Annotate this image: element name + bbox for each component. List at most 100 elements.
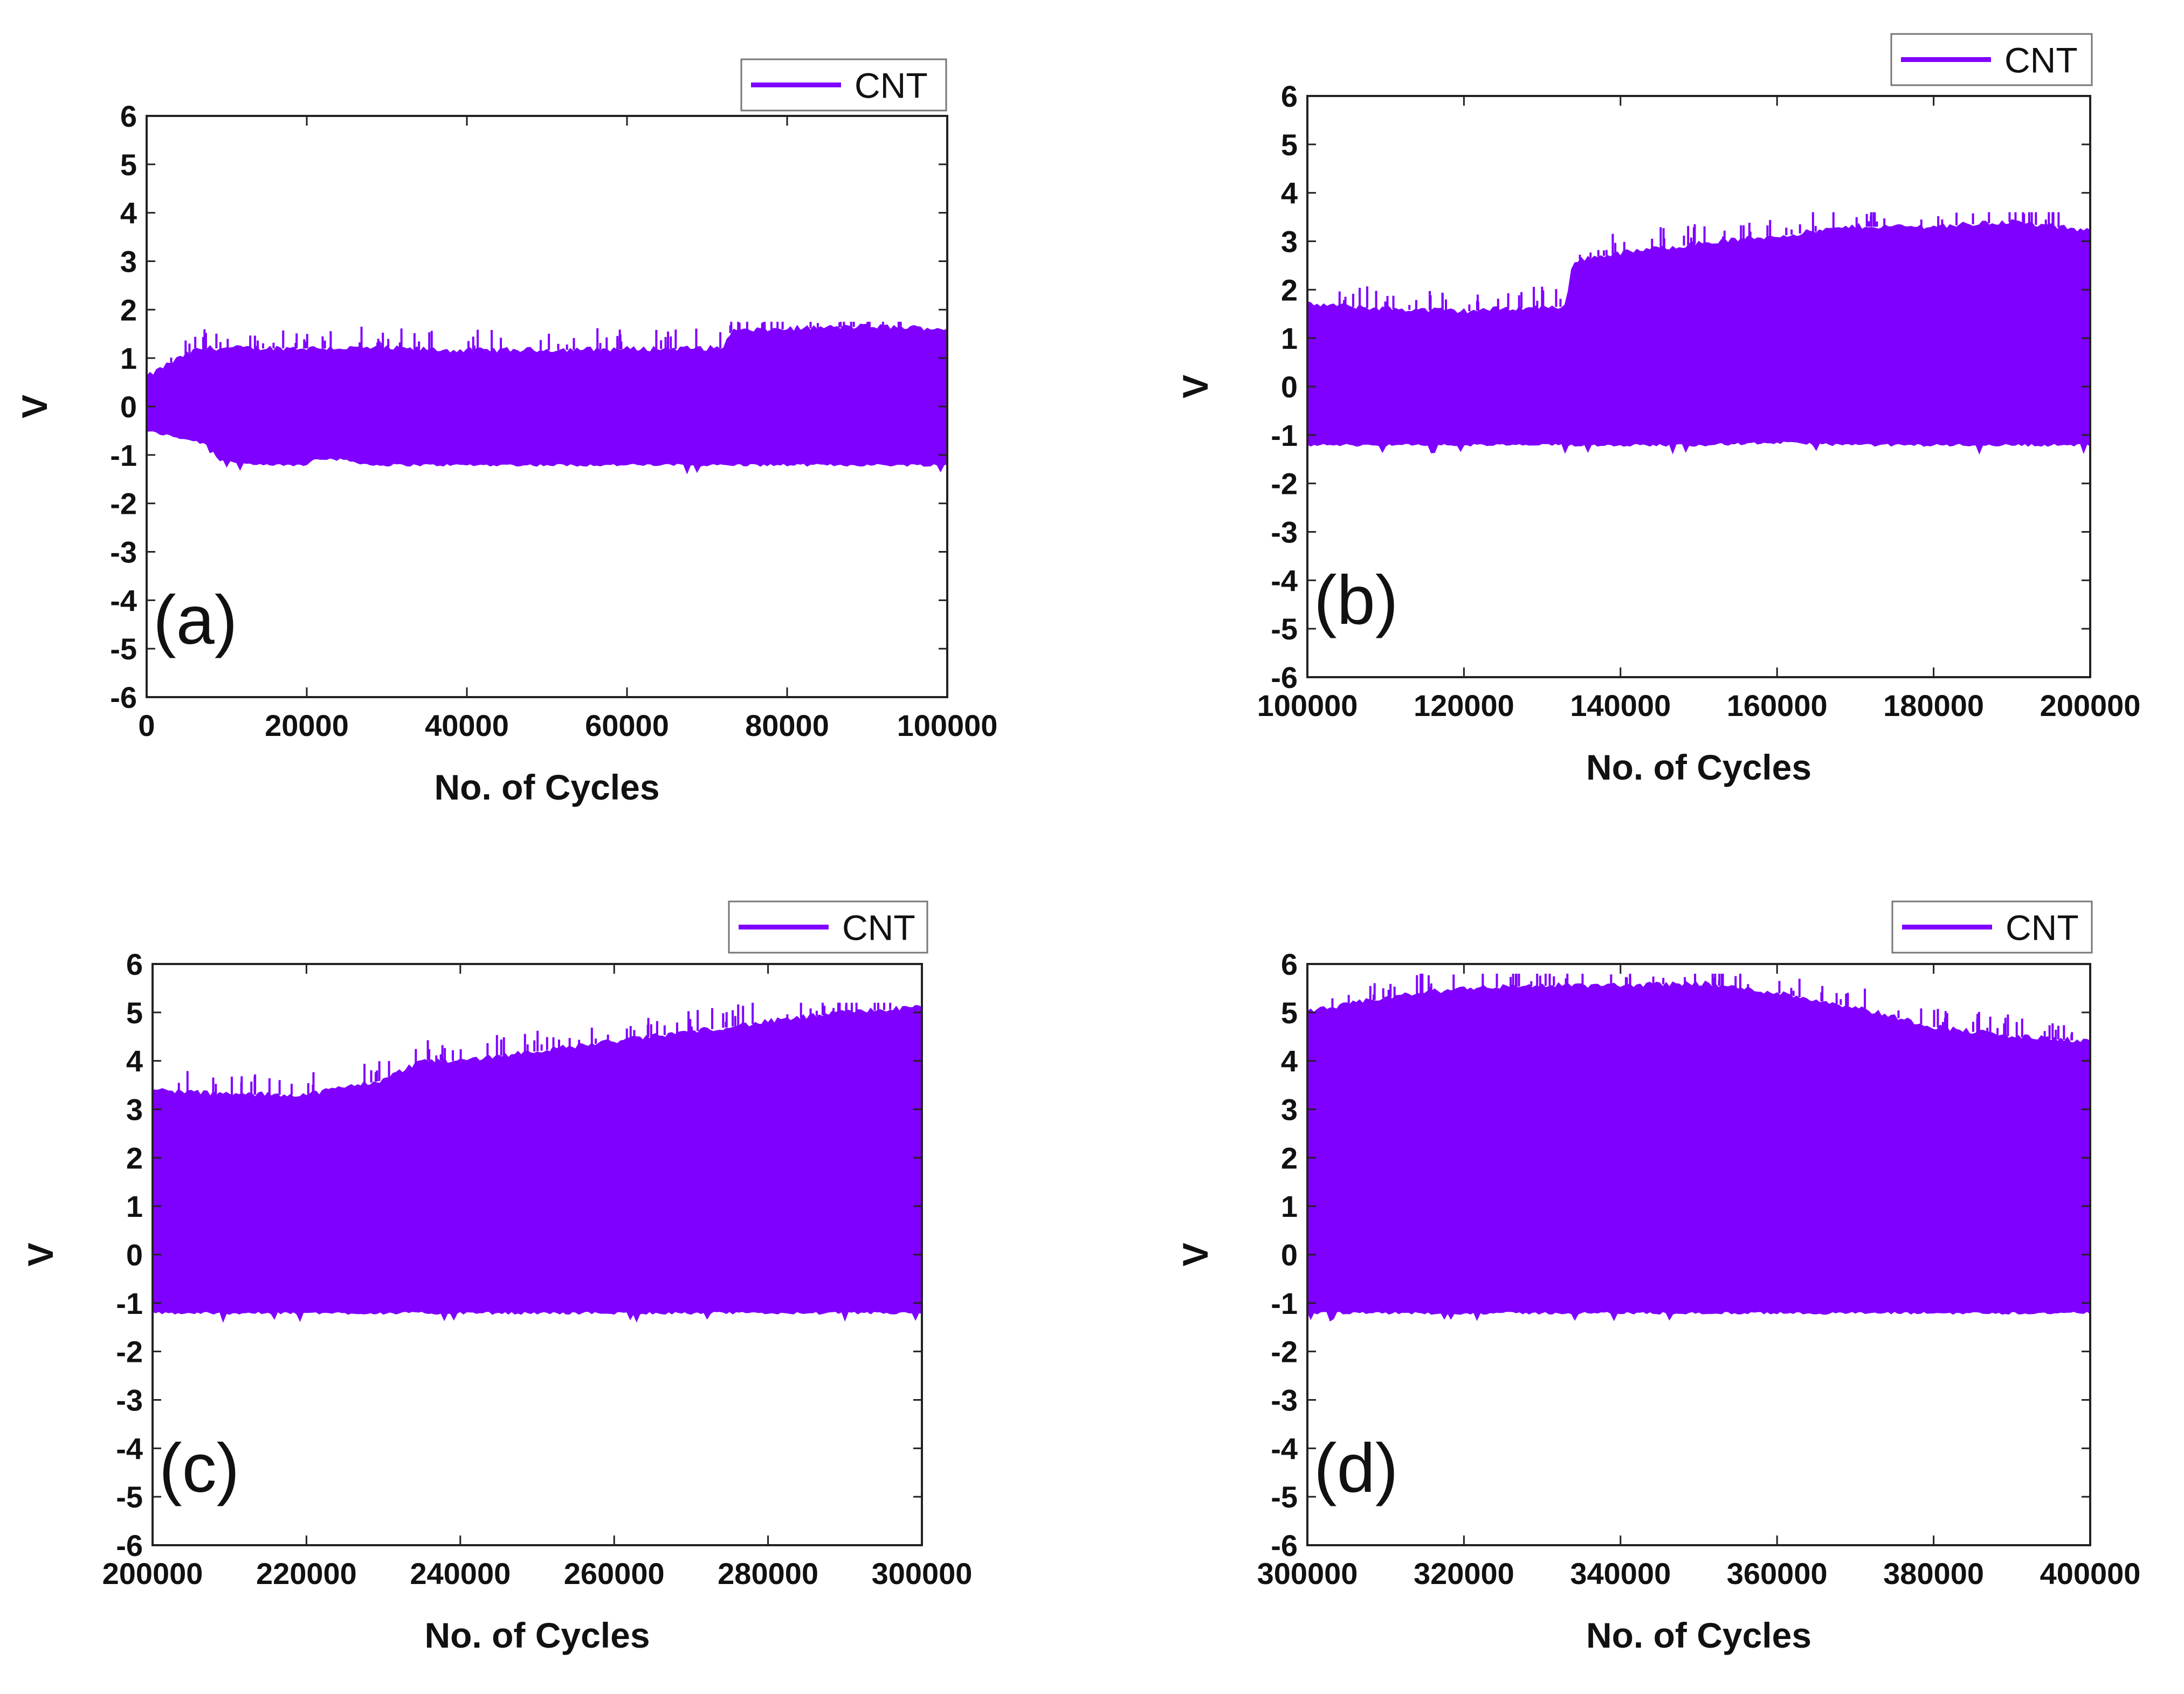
y-tick-label: -5 — [1271, 612, 1298, 646]
y-tick-label: 5 — [126, 996, 143, 1030]
y-tick-label: -5 — [110, 632, 137, 666]
y-tick-label: 6 — [120, 99, 137, 133]
y-tick-label: 5 — [120, 148, 137, 182]
x-tick-label: 400000 — [2040, 1557, 2141, 1590]
y-tick-label: 3 — [120, 245, 137, 279]
x-tick-label: 340000 — [1570, 1557, 1671, 1590]
y-tick-label: 0 — [1281, 1238, 1298, 1272]
panel-label: (a) — [153, 582, 237, 659]
legend: CNT — [1890, 33, 2093, 86]
x-tick-label: 300000 — [872, 1557, 973, 1590]
x-axis-label: No. of Cycles — [1586, 747, 1811, 787]
y-tick-label: 4 — [1281, 1044, 1298, 1078]
y-tick-label: 0 — [1281, 370, 1298, 404]
y-tick-label: -2 — [116, 1335, 143, 1369]
x-axis-label: No. of Cycles — [1586, 1615, 1811, 1655]
y-tick-label: -2 — [1271, 467, 1298, 501]
x-tick-label: 100000 — [1257, 688, 1358, 722]
x-tick-label: 380000 — [1883, 1557, 1984, 1590]
x-tick-label: 160000 — [1727, 688, 1828, 722]
y-tick-label: -4 — [110, 583, 137, 617]
y-tick-label: 1 — [1281, 1189, 1298, 1223]
legend: CNT — [728, 900, 928, 954]
panel-label: (c) — [159, 1430, 239, 1507]
y-tick-label: -3 — [1271, 515, 1298, 549]
y-tick-label: 0 — [126, 1238, 143, 1272]
panel-label: (d) — [1314, 1430, 1398, 1507]
y-tick-label: -6 — [1271, 660, 1298, 694]
x-tick-label: 40000 — [425, 708, 509, 742]
y-tick-label: 6 — [1281, 947, 1298, 981]
y-tick-label: -6 — [110, 680, 137, 714]
y-tick-label: -4 — [1271, 1431, 1298, 1465]
x-tick-label: 280000 — [718, 1557, 818, 1590]
y-tick-label: -6 — [116, 1528, 143, 1562]
legend-label: CNT — [842, 908, 915, 948]
y-tick-label: 6 — [126, 947, 143, 981]
legend-label: CNT — [855, 66, 928, 106]
y-tick-label: -3 — [1271, 1383, 1298, 1417]
y-tick-label: -1 — [1271, 1286, 1298, 1320]
x-tick-label: 80000 — [745, 708, 829, 742]
x-tick-label: 60000 — [585, 708, 669, 742]
chart-panel-b: -6 -5 -4 -3 -2 -1 0 1 2 3 4 5 6 100000 120000 140000 160… — [1175, 33, 2141, 787]
x-tick-label: 120000 — [1414, 688, 1514, 722]
y-tick-label: 2 — [1281, 1141, 1298, 1175]
x-tick-label: 260000 — [564, 1557, 665, 1590]
y-axis-label: V — [20, 1243, 60, 1266]
y-tick-label: 3 — [1281, 225, 1298, 259]
y-tick-label: -1 — [110, 438, 137, 472]
legend-label: CNT — [2006, 908, 2079, 948]
y-axis-label: V — [1175, 375, 1215, 398]
y-tick-label: 3 — [1281, 1093, 1298, 1127]
y-tick-label: -5 — [116, 1480, 143, 1514]
x-tick-label: 300000 — [1257, 1557, 1358, 1590]
chart-panel-d: -6 -5 -4 -3 -2 -1 0 1 2 3 4 5 6 300000 320000 340000 360… — [1175, 900, 2141, 1655]
y-tick-label: 4 — [120, 196, 137, 230]
x-axis-label: No. of Cycles — [434, 767, 659, 807]
x-tick-label: 320000 — [1414, 1557, 1514, 1590]
y-tick-label: -6 — [1271, 1528, 1298, 1562]
y-tick-label: -5 — [1271, 1480, 1298, 1514]
x-tick-label: 180000 — [1883, 688, 1984, 722]
x-tick-label: 200000 — [2040, 688, 2141, 722]
y-tick-label: 0 — [120, 390, 137, 424]
y-tick-label: -3 — [110, 535, 137, 569]
y-tick-label: 1 — [126, 1189, 143, 1223]
series-spikes — [170, 321, 902, 363]
y-tick-label: -3 — [116, 1383, 143, 1417]
series-spikes — [177, 1002, 892, 1095]
y-tick-label: -2 — [110, 487, 137, 521]
legend: CNT — [740, 58, 947, 112]
x-tick-label: 100000 — [897, 708, 998, 742]
y-axis-label: V — [15, 395, 54, 418]
y-axis-label: V — [1175, 1243, 1215, 1266]
x-tick-label: 360000 — [1727, 1557, 1828, 1590]
x-tick-label: 20000 — [265, 708, 349, 742]
x-tick-label: 0 — [138, 708, 155, 742]
y-tick-label: 2 — [120, 293, 137, 327]
y-tick-label: -1 — [116, 1286, 143, 1320]
y-tick-label: 4 — [126, 1044, 143, 1078]
y-tick-label: -4 — [1271, 563, 1298, 597]
chart-panel-a: -6 -5 -4 -3 -2 -1 0 1 2 3 4 5 6 0 20000 40000 60000 80000… — [15, 58, 998, 807]
y-tick-label: 2 — [1281, 273, 1298, 307]
y-tick-label: -2 — [1271, 1335, 1298, 1369]
x-tick-label: 140000 — [1570, 688, 1671, 722]
x-tick-label: 240000 — [410, 1557, 511, 1590]
y-tick-label: 4 — [1281, 176, 1298, 210]
y-tick-label: 1 — [1281, 321, 1298, 355]
y-tick-label: 2 — [126, 1141, 143, 1175]
series-spikes — [1331, 973, 2073, 1041]
y-tick-label: 1 — [120, 341, 137, 375]
y-tick-label: 5 — [1281, 128, 1298, 162]
x-axis-label: No. of Cycles — [424, 1615, 650, 1655]
panel-label: (b) — [1314, 562, 1398, 639]
y-tick-label: 3 — [126, 1093, 143, 1127]
y-tick-label: -1 — [1271, 418, 1298, 452]
x-tick-label: 200000 — [102, 1557, 203, 1590]
chart-panel-c: -6 -5 -4 -3 -2 -1 0 1 2 3 4 5 6 200000 220000 240000 260… — [20, 900, 973, 1655]
x-tick-label: 220000 — [256, 1557, 357, 1590]
legend-label: CNT — [2004, 40, 2078, 80]
